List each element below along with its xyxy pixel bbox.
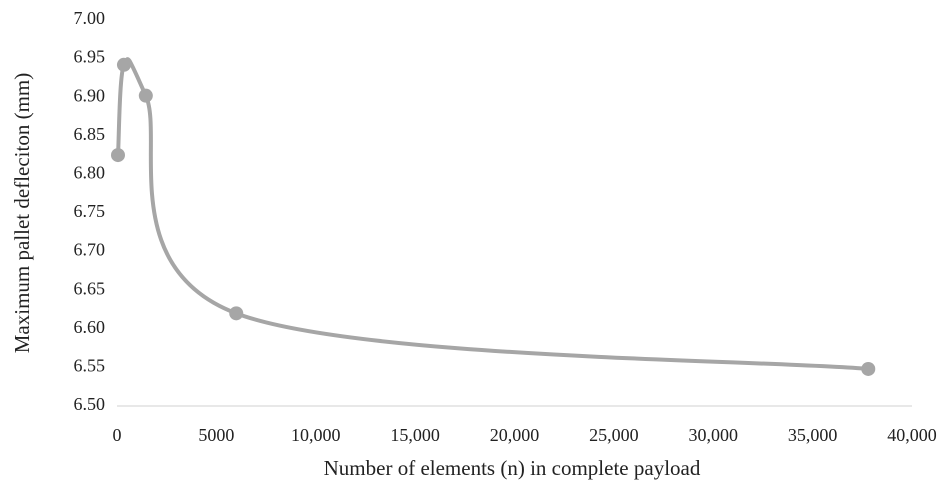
x-tick-label: 40,000 [887, 425, 937, 445]
x-tick-label: 35,000 [788, 425, 838, 445]
y-tick-label: 6.55 [74, 356, 106, 376]
x-tick-label: 15,000 [390, 425, 440, 445]
x-tick-label: 5000 [198, 425, 234, 445]
y-tick-label: 6.95 [74, 47, 106, 67]
x-tick-label: 25,000 [589, 425, 639, 445]
x-tick-label: 30,000 [689, 425, 739, 445]
data-point [110, 148, 125, 163]
data-point [116, 57, 131, 72]
x-tick-label: 0 [113, 425, 122, 445]
y-tick-label: 6.60 [74, 317, 106, 337]
data-point [861, 361, 876, 376]
y-tick-label: 7.00 [74, 8, 106, 28]
y-tick-label: 6.80 [74, 163, 106, 183]
y-tick-label: 6.75 [74, 201, 106, 221]
data-line [115, 57, 869, 371]
y-tick-label: 6.65 [74, 278, 106, 298]
y-tick-label: 6.85 [74, 124, 106, 144]
y-tick-label: 6.50 [74, 394, 106, 414]
data-point [138, 88, 153, 103]
x-axis-label: Number of elements (n) in complete paylo… [324, 456, 701, 480]
y-axis-label: Maximum pallet defleciton (mm) [10, 73, 34, 354]
y-tick-label: 6.90 [74, 85, 106, 105]
y-tick-label: 6.70 [74, 240, 106, 260]
x-tick-label: 10,000 [291, 425, 341, 445]
x-tick-label: 20,000 [490, 425, 540, 445]
data-point [229, 306, 244, 321]
